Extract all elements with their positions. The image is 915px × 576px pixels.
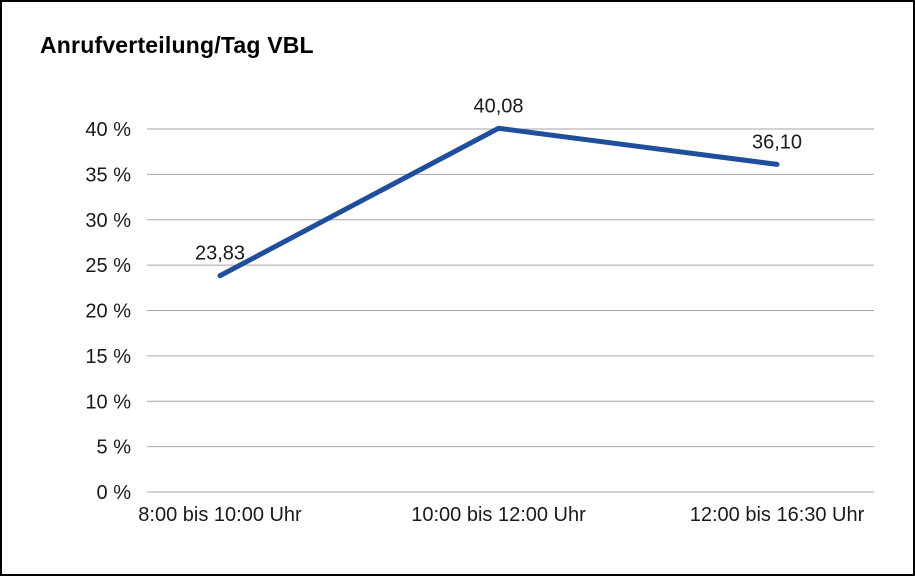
data-point-label: 40,08	[473, 95, 523, 117]
data-labels-group: 23,83 40,08 36,10	[195, 95, 802, 264]
y-tick-label: 20 %	[85, 301, 131, 323]
x-axis-labels-group: 8:00 bis 10:00 Uhr 10:00 bis 12:00 Uhr 12:…	[138, 504, 864, 526]
data-point-label: 23,83	[195, 243, 245, 265]
y-tick-label: 0 %	[97, 482, 132, 504]
y-tick-label: 10 %	[85, 391, 131, 413]
y-tick-label: 5 %	[97, 437, 132, 459]
x-tick-label: 8:00 bis 10:00 Uhr	[138, 504, 302, 526]
series-line	[217, 125, 780, 279]
y-tick-label: 15 %	[85, 346, 131, 368]
series-group	[217, 125, 780, 279]
y-axis-labels-group: 0 % 5 % 10 % 15 % 20 % 25 % 30 % 35 % 40 %	[85, 119, 131, 504]
y-tick-label: 35 %	[85, 164, 131, 186]
chart-title: Anrufverteilung/Tag VBL	[40, 32, 314, 58]
gridlines-group	[147, 128, 874, 493]
data-point-label: 36,10	[752, 131, 802, 153]
y-tick-label: 30 %	[85, 210, 131, 232]
y-tick-label: 40 %	[85, 119, 131, 141]
y-tick-label: 25 %	[85, 255, 131, 277]
x-tick-label: 10:00 bis 12:00 Uhr	[411, 504, 586, 526]
x-tick-label: 12:00 bis 16:30 Uhr	[690, 504, 865, 526]
